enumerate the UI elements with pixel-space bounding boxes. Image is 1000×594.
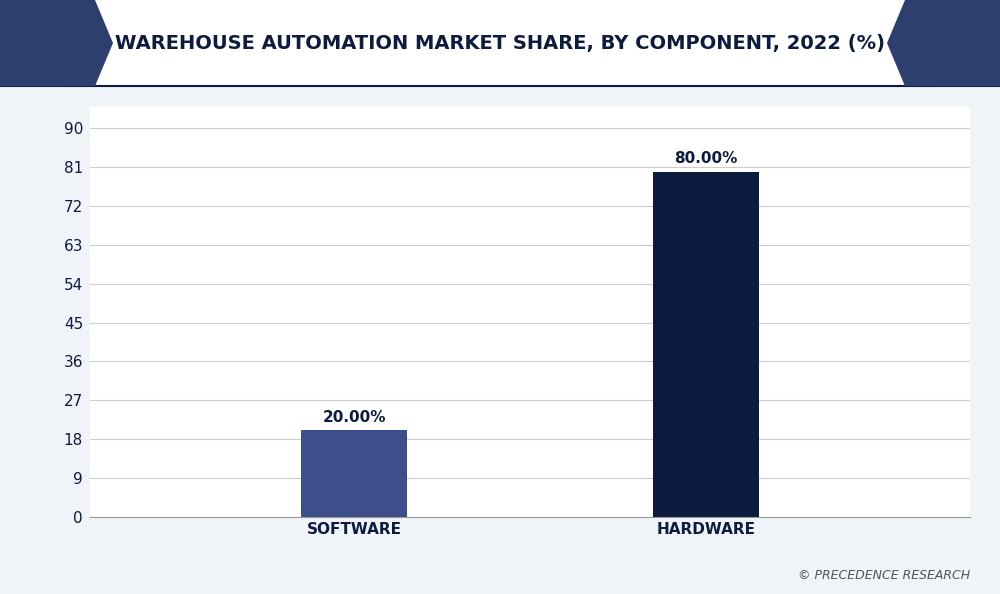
Text: 80.00%: 80.00%: [674, 151, 738, 166]
Text: © PRECEDENCE RESEARCH: © PRECEDENCE RESEARCH: [798, 569, 970, 582]
Text: 20.00%: 20.00%: [322, 410, 386, 425]
Bar: [653, 172, 759, 517]
Text: WAREHOUSE AUTOMATION MARKET SHARE, BY COMPONENT, 2022 (%): WAREHOUSE AUTOMATION MARKET SHARE, BY CO…: [115, 34, 885, 52]
Bar: [301, 431, 407, 517]
